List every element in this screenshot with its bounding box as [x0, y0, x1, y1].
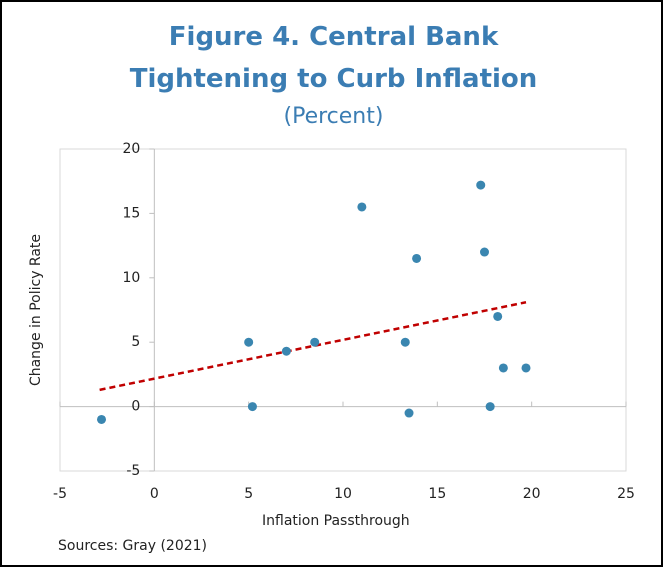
point: [400, 337, 410, 347]
point: [244, 337, 254, 347]
y-tick-label: 20: [123, 141, 141, 157]
y-tick-label: 0: [131, 399, 140, 415]
point: [493, 311, 503, 321]
x-tick-label: 0: [150, 486, 159, 502]
point: [404, 408, 414, 418]
chart-title: Figure 4. Central Bank Tightening to Cur…: [129, 22, 538, 94]
point: [521, 363, 531, 373]
chart-subtitle: (Percent): [283, 104, 384, 129]
x-axis-label: Inflation Passthrough: [262, 513, 410, 529]
plot-frame: [59, 148, 627, 472]
point: [480, 247, 489, 257]
x-tick-label: 25: [617, 486, 635, 502]
x-tick-label: 5: [244, 486, 253, 502]
y-tick-label: -5: [126, 463, 140, 479]
point: [281, 346, 291, 356]
x-tick-label: 10: [334, 486, 352, 502]
point: [412, 253, 422, 263]
x-tick-label: 15: [428, 486, 446, 502]
point: [498, 363, 508, 373]
point: [247, 402, 257, 412]
point: [97, 414, 107, 424]
point: [485, 402, 495, 412]
y-axis-label: Change in Policy Rate: [28, 234, 44, 386]
x-tick-label: -5: [53, 486, 67, 502]
point: [476, 180, 486, 190]
point: [357, 202, 367, 212]
y-tick-label: 10: [123, 270, 141, 286]
y-tick-label: 15: [123, 205, 141, 221]
trend-line: [99, 301, 527, 392]
x-tick-label: 20: [523, 486, 541, 502]
source: Sources: Gray (2021): [58, 538, 207, 554]
y-tick-label: 5: [131, 334, 140, 350]
point: [310, 337, 320, 347]
